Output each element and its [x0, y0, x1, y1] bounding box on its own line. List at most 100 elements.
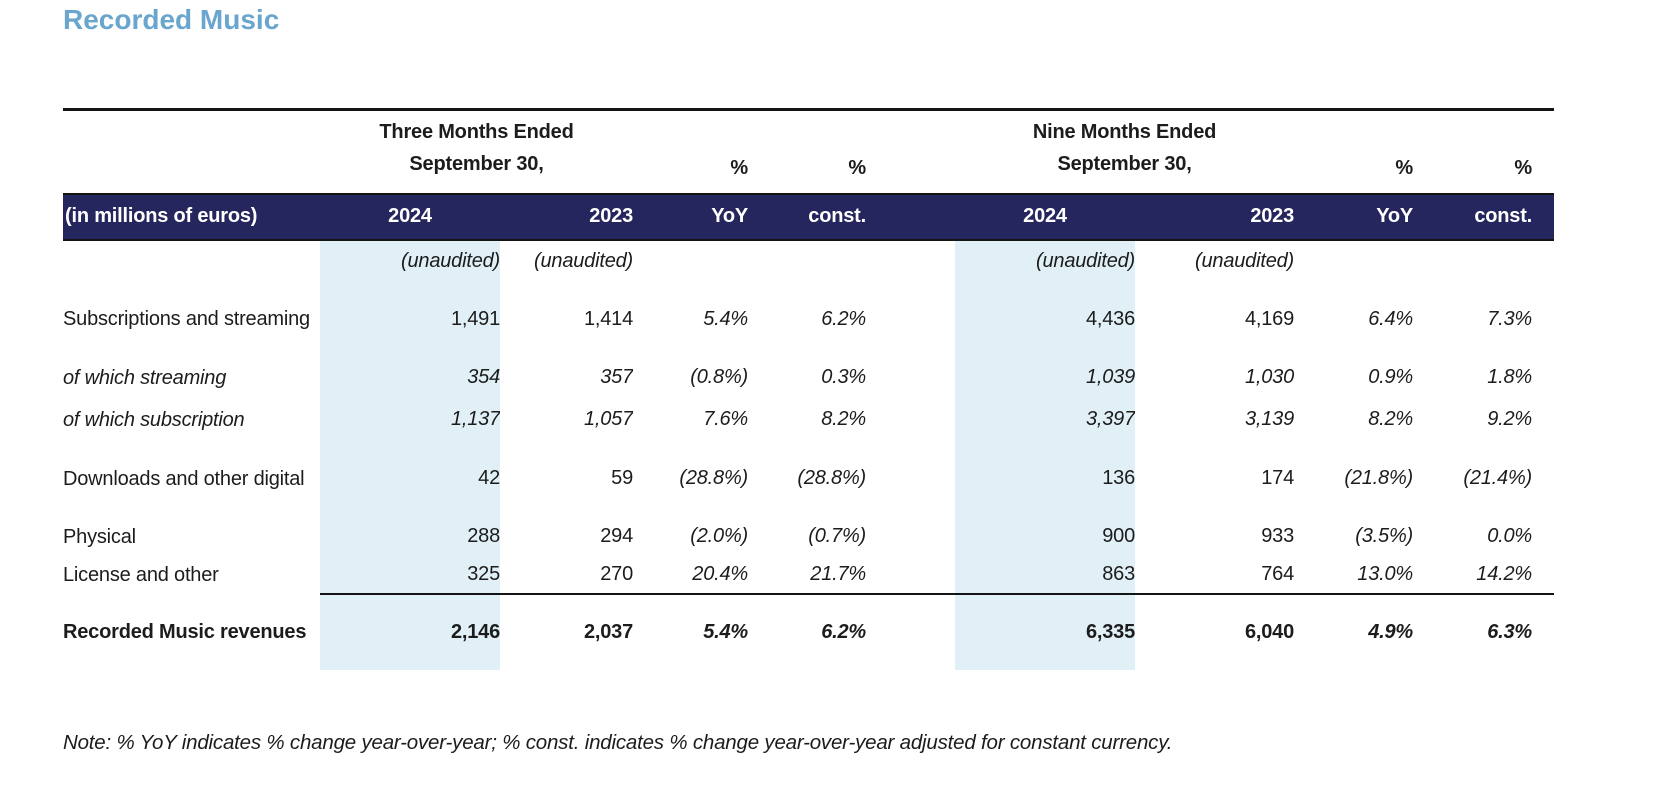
value-cell: 136 — [955, 440, 1135, 517]
value-cell: 288 — [320, 516, 500, 557]
total-value-cell: 2,146 — [320, 592, 500, 670]
table-row: License and other 325 270 20.4% 21.7% 86… — [63, 556, 1554, 594]
table-row: of which subscription 1,137 1,057 7.6% 8… — [63, 398, 1554, 441]
total-row: Recorded Music revenues 2,146 2,037 5.4%… — [63, 592, 1555, 670]
value-cell: 7.3% — [1487, 307, 1533, 330]
value-cell: 1,137 — [320, 398, 500, 441]
value-cell: 900 — [955, 516, 1135, 557]
col-header-2024: 2024 — [320, 192, 500, 241]
row-label: Downloads and other digital — [63, 467, 305, 490]
group-header-line2: September 30, — [409, 152, 544, 175]
value-cell: 3,397 — [955, 398, 1135, 441]
value-cell: (2.0%) — [690, 525, 748, 547]
value-cell: 1.8% — [1487, 366, 1533, 388]
value-cell: 174 — [1261, 467, 1295, 489]
value-cell: 5.4% — [703, 307, 748, 330]
page-title: Recorded Music — [63, 4, 280, 35]
pct-const-header: % — [748, 108, 866, 194]
column-header-row: (in millions of euros) 2024 2023 YoY con… — [63, 192, 1555, 241]
value-cell: 4,169 — [1244, 307, 1295, 330]
column-gap — [866, 517, 955, 557]
group-header-three-months: Three Months Ended September 30, — [320, 108, 633, 194]
value-cell: 1,414 — [583, 307, 633, 330]
col-header-const: const. — [748, 192, 866, 241]
pct-yoy-header: % — [1294, 108, 1414, 194]
value-cell: 357 — [600, 366, 633, 388]
value-cell: 7.6% — [703, 408, 748, 430]
value-cell: (3.5%) — [1355, 525, 1414, 547]
period-header-row: Three Months Ended September 30, % % Nin… — [63, 108, 1555, 194]
value-cell: 294 — [600, 525, 633, 547]
unaudited-label: (unaudited) — [955, 239, 1135, 282]
unaudited-label: (unaudited) — [1195, 249, 1295, 272]
value-cell: 14.2% — [1476, 563, 1533, 585]
value-cell: 1,030 — [1244, 366, 1295, 388]
col-header-const: const. — [1413, 192, 1533, 241]
footnote: Note: % YoY indicates % change year-over… — [63, 731, 1173, 754]
col-header-2023: 2023 — [1135, 192, 1295, 241]
row-label: Physical — [63, 525, 136, 548]
column-gap — [866, 557, 955, 594]
value-cell: 3,139 — [1244, 408, 1295, 430]
col-header-2024: 2024 — [955, 192, 1135, 241]
table-row: Downloads and other digital 42 59 (28.8%… — [63, 440, 1554, 517]
value-cell: 8.2% — [821, 408, 866, 430]
pct-yoy-header: % — [633, 108, 748, 194]
row-label: of which streaming — [63, 366, 227, 389]
value-cell: (0.7%) — [808, 525, 866, 547]
value-cell: 21.7% — [810, 563, 866, 585]
pct-const-header: % — [1413, 108, 1533, 194]
column-gap — [866, 108, 955, 194]
group-header-line1: Three Months Ended — [379, 120, 574, 143]
group-header-nine-months: Nine Months Ended September 30, — [955, 108, 1295, 194]
value-cell: 933 — [1261, 525, 1295, 547]
total-value-cell: 6.2% — [748, 592, 866, 670]
unaudited-label: (unaudited) — [320, 239, 500, 282]
group-header-line1: Nine Months Ended — [1032, 120, 1217, 143]
value-cell: (0.8%) — [690, 366, 748, 388]
column-gap — [866, 357, 955, 399]
value-cell: 0.3% — [821, 366, 866, 388]
value-cell: 354 — [320, 356, 500, 399]
col-header-yoy: YoY — [633, 192, 748, 241]
value-cell: 325 — [320, 556, 500, 594]
value-cell: 59 — [611, 467, 633, 489]
total-value-cell: 5.4% — [633, 592, 748, 670]
column-gap — [866, 282, 955, 357]
value-cell: (21.8%) — [1344, 467, 1414, 489]
total-value-cell: 4.9% — [1294, 592, 1414, 670]
total-value-cell: 6,040 — [1135, 592, 1295, 670]
value-cell: 0.9% — [1368, 366, 1414, 388]
table-row: Subscriptions and streaming 1,491 1,414 … — [63, 281, 1554, 357]
value-cell: 1,491 — [320, 281, 500, 357]
corner-label: (in millions of euros) — [63, 192, 320, 241]
value-cell: 863 — [955, 556, 1135, 594]
recorded-music-table: Three Months Ended September 30, % % Nin… — [63, 108, 1555, 670]
value-cell: 4,436 — [955, 281, 1135, 357]
total-value-cell: 6.3% — [1413, 592, 1533, 670]
column-gap — [866, 592, 955, 670]
col-header-yoy: YoY — [1294, 192, 1414, 241]
total-row-label: Recorded Music revenues — [63, 621, 307, 643]
column-gap — [866, 192, 955, 241]
value-cell: 1,039 — [955, 356, 1135, 399]
unaudited-label: (unaudited) — [534, 249, 633, 272]
column-gap — [866, 240, 955, 282]
value-cell: (28.8%) — [679, 467, 748, 489]
row-label: Subscriptions and streaming — [63, 308, 310, 330]
table-row: Physical 288 294 (2.0%) (0.7%) 900 933 (… — [63, 516, 1554, 557]
value-cell: 0.0% — [1487, 525, 1533, 547]
value-cell: 6.4% — [1368, 307, 1414, 330]
unaudited-row: (unaudited) (unaudited) (unaudited) (una… — [63, 239, 1554, 282]
table-row: of which streaming 354 357 (0.8%) 0.3% 1… — [63, 356, 1554, 399]
row-label: License and other — [63, 563, 219, 586]
value-cell: 6.2% — [821, 307, 866, 330]
column-gap — [866, 441, 955, 517]
value-cell: 764 — [1261, 563, 1295, 585]
value-cell: 8.2% — [1368, 408, 1414, 430]
total-value-cell: 2,037 — [500, 592, 633, 670]
value-cell: (28.8%) — [797, 467, 866, 489]
value-cell: (21.4%) — [1463, 467, 1533, 489]
col-header-2023: 2023 — [500, 192, 633, 241]
